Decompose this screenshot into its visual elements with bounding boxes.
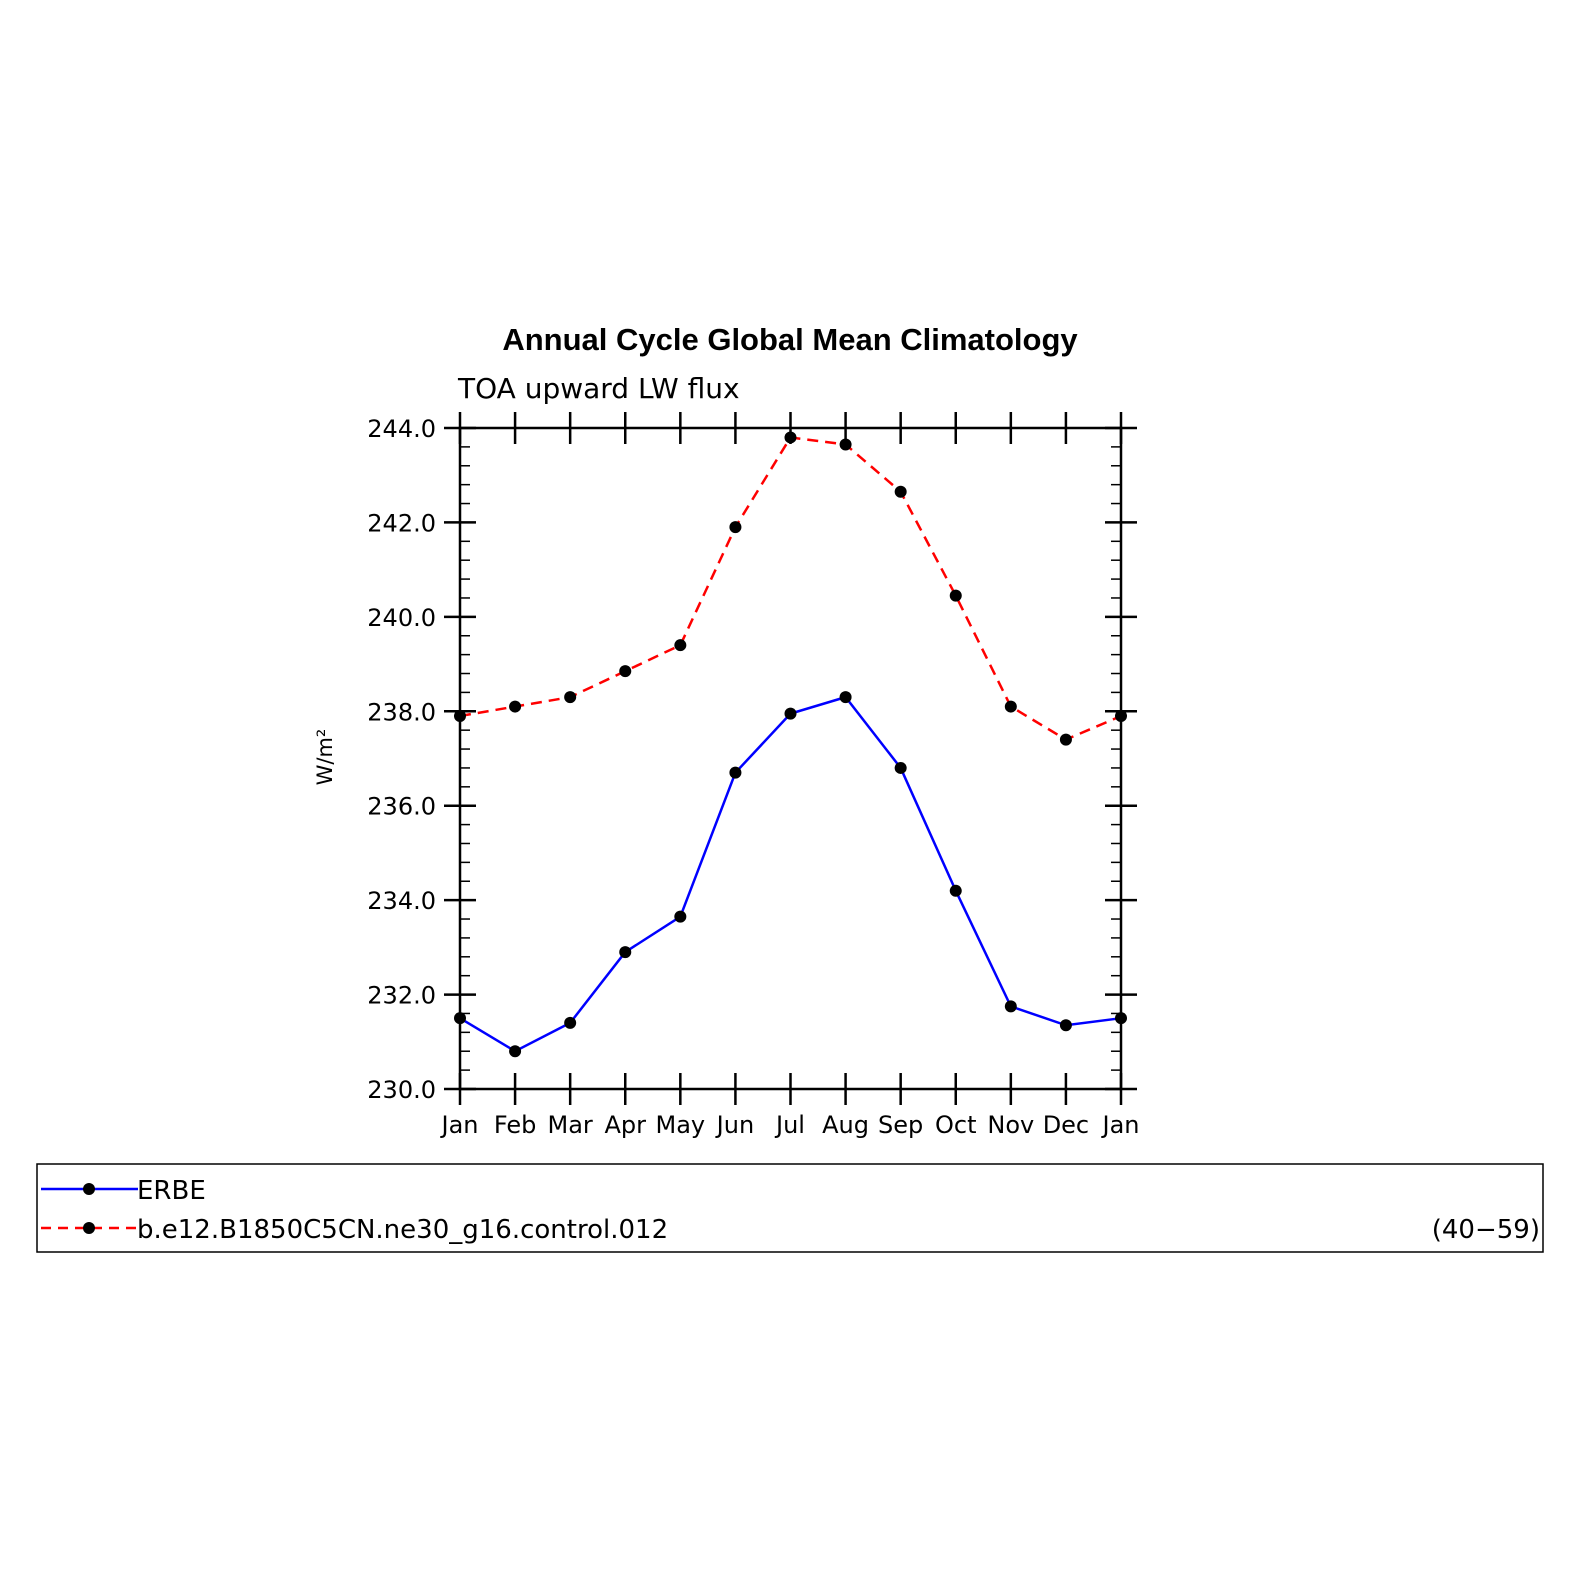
data-point (949, 884, 962, 897)
data-point (509, 700, 522, 713)
data-point (784, 707, 797, 720)
chart-title: Annual Cycle Global Mean Climatology (502, 322, 1078, 357)
y-tick-label: 242.0 (367, 509, 436, 537)
data-point (729, 521, 742, 534)
x-tick-label: Mar (548, 1111, 593, 1139)
data-point (1059, 1019, 1072, 1032)
legend-label-model: b.e12.B1850C5CN.ne30_g16.control.012 (137, 1215, 668, 1245)
axes: 230.0 232.0 234.0 236.0 238.0 240.0 242.0 244.0… (367, 412, 1140, 1139)
y-axis-label: W/m² (313, 729, 337, 786)
x-tick-label: Apr (604, 1111, 646, 1139)
chart-subtitle: TOA upward LW flux (457, 372, 740, 405)
y-tick-label: 232.0 (367, 982, 436, 1010)
data-point (839, 691, 852, 704)
data-point (1004, 1000, 1017, 1013)
data-point (839, 438, 852, 451)
data-point (454, 710, 466, 723)
y-tick-label: 236.0 (367, 793, 436, 821)
data-point (1004, 700, 1017, 713)
x-tick-label: Jan (440, 1111, 479, 1139)
y-tick-label: 244.0 (367, 415, 436, 443)
x-tick-label: Jun (715, 1111, 755, 1139)
x-tick-label: May (656, 1111, 706, 1139)
y-tick-label: 238.0 (367, 698, 436, 726)
data-point (619, 946, 632, 959)
x-tick-label: Sep (878, 1111, 923, 1139)
x-tick-label: Aug (822, 1111, 869, 1139)
data-point (1115, 710, 1127, 723)
x-tick-label: Oct (935, 1111, 977, 1139)
data-point (674, 910, 687, 923)
legend: ERBE b.e12.B1850C5CN.ne30_g16.control.01… (36, 1163, 1544, 1253)
legend-note: (40−59) (1432, 1215, 1540, 1245)
y-tick-label: 234.0 (367, 887, 436, 915)
data-point (564, 1016, 577, 1029)
plot-frame (458, 426, 1123, 1091)
data-point (564, 691, 577, 704)
x-tick-label: Feb (494, 1111, 537, 1139)
data-point (894, 485, 907, 498)
data-point (674, 639, 687, 652)
series-layer (454, 431, 1127, 1058)
legend-marker-erbe (83, 1183, 95, 1195)
legend-marker-model (83, 1222, 95, 1234)
legend-label-erbe: ERBE (137, 1176, 206, 1206)
data-point (454, 1012, 466, 1025)
y-tick-label: 230.0 (367, 1076, 436, 1104)
y-tick-label: 240.0 (367, 604, 436, 632)
x-tick-label: Nov (987, 1111, 1034, 1139)
data-point (784, 431, 797, 444)
data-point (894, 761, 907, 774)
data-point (1059, 733, 1072, 746)
series-line-0 (459, 695, 1122, 1053)
series-line-1 (459, 436, 1122, 742)
data-point (729, 766, 742, 779)
data-point (949, 589, 962, 602)
data-point (1115, 1012, 1127, 1025)
data-point (619, 665, 632, 678)
x-tick-label: Jan (1101, 1111, 1140, 1139)
x-tick-label: Jul (774, 1111, 805, 1139)
legend-box (36, 1163, 1544, 1253)
x-tick-label: Dec (1043, 1111, 1089, 1139)
data-point (509, 1045, 522, 1058)
